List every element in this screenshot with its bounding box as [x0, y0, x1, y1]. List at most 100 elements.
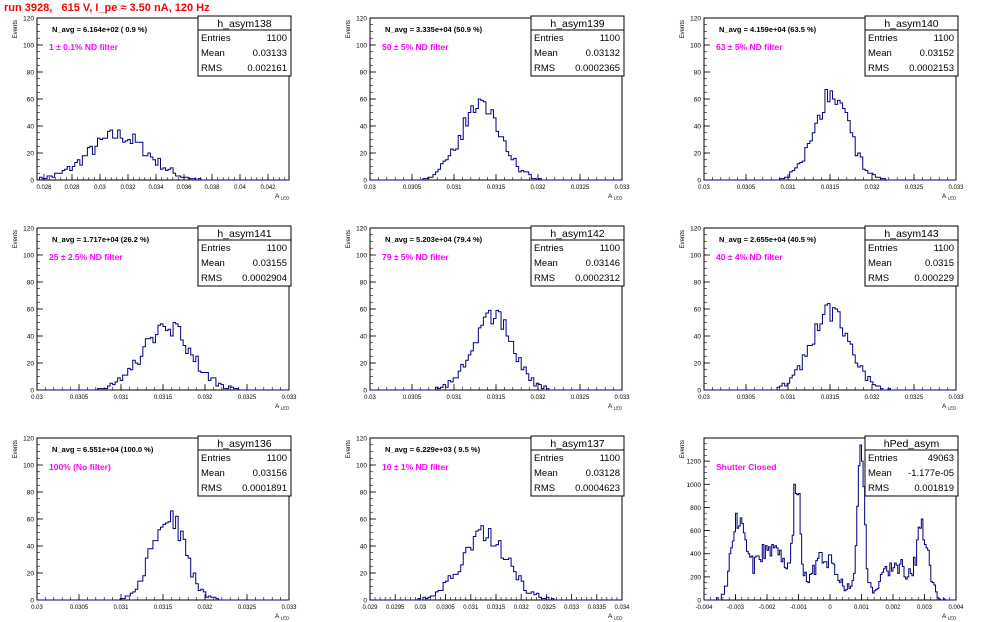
y-tick-label: 0 — [697, 178, 701, 185]
x-tick-label: 0.032 — [514, 605, 530, 611]
x-tick-label: -0.001 — [790, 605, 808, 611]
x-tick-label: 0.03 — [31, 605, 43, 611]
y-tick-label: 0 — [30, 388, 34, 395]
stats-key: Entries — [201, 33, 231, 44]
y-axis-title: Events — [346, 20, 352, 38]
stats-key: RMS — [201, 63, 222, 74]
stats-key: RMS — [534, 483, 555, 494]
x-tick-label: 0.033 — [614, 395, 630, 401]
y-tick-label: 0 — [363, 598, 367, 605]
x-tick-label: 0.003 — [917, 605, 933, 611]
stats-value: 0.0002365 — [575, 63, 620, 74]
y-tick-label: 100 — [356, 253, 367, 260]
x-tick-label: 0.03 — [31, 395, 43, 401]
stats-value: 0.03132 — [586, 48, 620, 59]
x-tick-label: 0.032 — [197, 395, 213, 401]
panel-h_asym139: 0 20 40 60 80 100 120 0.03 0.0305 0.031 0.0315 0.03… — [346, 15, 630, 201]
y-tick-label: 120 — [356, 226, 367, 233]
stats-key: RMS — [534, 63, 555, 74]
x-tick-label: 0.0305 — [70, 605, 89, 611]
y-tick-label: 120 — [690, 226, 701, 233]
x-tick-label: -0.002 — [758, 605, 776, 611]
y-tick-label: 20 — [694, 361, 702, 368]
x-tick-label: 0.0315 — [821, 395, 840, 401]
y-tick-label: 40 — [360, 544, 368, 551]
y-tick-label: 60 — [694, 97, 702, 104]
x-tick-label: 0.033 — [948, 395, 964, 401]
x-axis-title: A LED — [608, 613, 623, 621]
histogram-line — [370, 98, 622, 181]
x-tick-label: 0.0315 — [154, 395, 173, 401]
y-tick-label: 20 — [360, 571, 368, 578]
histogram-line — [37, 129, 289, 181]
x-tick-label: 0 — [828, 605, 832, 611]
x-tick-label: 0.032 — [864, 395, 880, 401]
filter-label: 63 ± 5% ND filter — [716, 42, 783, 52]
filter-label: 25 ± 2.5% ND filter — [49, 252, 123, 262]
x-tick-label: 0.0325 — [905, 185, 924, 191]
stats-title: h_asym137 — [550, 438, 604, 450]
histogram-line — [37, 322, 289, 391]
x-tick-label: 0.033 — [564, 605, 580, 611]
x-tick-label: 0.0295 — [386, 605, 405, 611]
x-tick-label: 0.0325 — [537, 605, 556, 611]
stats-key: Mean — [201, 258, 225, 269]
x-tick-label: 0.0325 — [238, 395, 257, 401]
n-avg-text: N_avg = 6.164e+02 ( 0.9 %) — [52, 25, 148, 34]
stats-box — [530, 239, 625, 287]
stats-value: 0.002161 — [247, 63, 287, 74]
histogram-line — [370, 309, 622, 391]
y-tick-label: 120 — [23, 226, 34, 233]
x-tick-label: 0.031 — [446, 185, 462, 191]
stats-title: h_asym141 — [217, 228, 271, 240]
y-tick-label: 100 — [23, 43, 34, 50]
x-tick-label: 0.0315 — [154, 605, 173, 611]
stats-key: RMS — [868, 273, 889, 284]
y-tick-label: 60 — [360, 517, 368, 524]
x-tick-label: 0.031 — [780, 185, 796, 191]
x-tick-label: 0.004 — [948, 605, 964, 611]
y-tick-label: 0 — [697, 598, 701, 605]
x-tick-label: 0.0325 — [571, 395, 590, 401]
y-tick-label: 40 — [27, 334, 35, 341]
y-tick-label: 40 — [27, 544, 35, 551]
y-tick-label: 120 — [23, 436, 34, 443]
stats-value: 0.03146 — [586, 258, 620, 269]
y-tick-label: 100 — [356, 43, 367, 50]
x-tick-label: 0.04 — [234, 185, 246, 191]
x-tick-label: 0.031 — [113, 605, 129, 611]
x-tick-label: 0.029 — [362, 605, 378, 611]
stats-title: h_asym143 — [884, 228, 938, 240]
y-tick-label: 100 — [23, 253, 34, 260]
n-avg-text: N_avg = 6.229e+03 ( 9.5 %) — [385, 445, 481, 454]
n-avg-text: N_avg = 1.717e+04 (26.2 %) — [52, 235, 150, 244]
y-tick-label: 120 — [356, 436, 367, 443]
x-tick-label: 0.028 — [64, 185, 80, 191]
stats-key: Mean — [868, 258, 892, 269]
filter-label: 1 ± 0.1% ND filter — [49, 42, 119, 52]
stats-box — [530, 449, 625, 497]
y-tick-label: 20 — [360, 151, 368, 158]
x-tick-label: 0.03 — [415, 605, 427, 611]
stats-key: Mean — [868, 468, 892, 479]
y-tick-label: 20 — [27, 151, 35, 158]
y-tick-label: 400 — [690, 551, 701, 558]
y-tick-label: 100 — [690, 43, 701, 50]
x-tick-label: 0.031 — [463, 605, 479, 611]
n-avg-text: N_avg = 2.655e+04 (40.5 %) — [719, 235, 817, 244]
x-tick-label: 0.026 — [36, 185, 52, 191]
x-tick-label: 0.032 — [530, 185, 546, 191]
y-tick-label: 20 — [360, 361, 368, 368]
x-tick-label: 0.03 — [698, 185, 710, 191]
stats-title: h_asym142 — [550, 228, 604, 240]
stats-title: hPed_asym — [884, 438, 940, 450]
x-tick-label: 0.034 — [614, 605, 630, 611]
x-tick-label: 0.0315 — [487, 395, 506, 401]
stats-box — [864, 29, 959, 77]
stats-key: RMS — [868, 483, 889, 494]
stats-value: 1100 — [267, 243, 287, 254]
n-avg-text: N_avg = 5.203e+04 (79.4 %) — [385, 235, 483, 244]
stats-value: 0.03128 — [586, 468, 620, 479]
y-tick-label: 60 — [360, 307, 368, 314]
y-axis-title: Events — [13, 440, 19, 458]
